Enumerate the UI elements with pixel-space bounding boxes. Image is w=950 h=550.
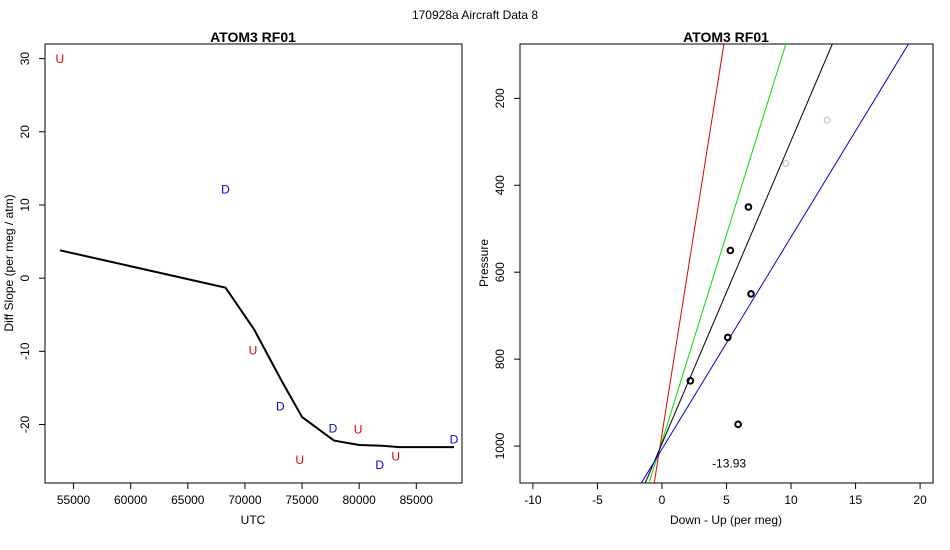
data-point: [747, 290, 755, 298]
y-tick-label: -10: [18, 342, 32, 360]
up-marker: U: [56, 52, 65, 66]
data-point: [744, 203, 753, 211]
y-tick-label: 400: [493, 175, 507, 195]
down-marker: D: [450, 433, 459, 447]
down-marker: D: [329, 422, 338, 436]
x-tick-label: 65000: [171, 493, 205, 507]
data-point: [734, 420, 742, 429]
fit-line: [640, 44, 909, 483]
diff-slope-line: [59, 249, 454, 449]
down-marker: D: [221, 182, 230, 196]
y-tick-label: 20: [18, 125, 32, 139]
fit-value-label: -13.93: [712, 456, 746, 470]
fit-line: [648, 44, 787, 483]
up-marker: U: [354, 422, 363, 436]
left-y-axis-label: Diff Slope (per meg / atm): [2, 194, 16, 331]
x-tick-label: 75000: [285, 493, 319, 507]
data-point: [726, 246, 735, 255]
right-y-axis-label: Pressure: [477, 239, 491, 287]
x-tick-label: 85000: [400, 493, 434, 507]
up-marker: U: [295, 453, 304, 467]
right-plot-area: [640, 44, 909, 483]
x-tick-label: 15: [849, 493, 863, 507]
left-chart-title: ATOM3 RF01: [210, 29, 296, 45]
y-tick-label: 1000: [493, 432, 507, 459]
y-tick-label: -20: [18, 415, 32, 433]
right-chart-title: ATOM3 RF01: [683, 29, 769, 45]
y-tick-label: 30: [18, 52, 32, 66]
right-y-axis: 200 400 600 800 1000: [493, 88, 520, 459]
down-marker: D: [375, 458, 384, 472]
up-marker: U: [249, 343, 258, 357]
x-tick-label: 55000: [57, 493, 91, 507]
data-point: [723, 333, 732, 342]
left-x-axis-label: UTC: [241, 513, 266, 527]
data-point: [823, 116, 831, 124]
down-marker: D: [276, 400, 285, 414]
up-marker: U: [391, 449, 400, 463]
right-annotation-layer: -13.93: [712, 456, 746, 470]
x-tick-label: 20: [913, 493, 927, 507]
y-tick-label: 800: [493, 349, 507, 369]
x-tick-label: 10: [784, 493, 798, 507]
x-tick-label: 80000: [342, 493, 376, 507]
right-x-axis-label: Down - Up (per meg): [670, 513, 782, 527]
figure-title: 170928a Aircraft Data 8: [412, 8, 538, 22]
x-tick-label: 5: [723, 493, 730, 507]
data-point: [782, 160, 790, 168]
x-tick-label: -5: [592, 493, 603, 507]
left-x-axis: 55000 60000 65000 70000 75000 80000 85000: [57, 483, 433, 507]
data-point: [686, 377, 695, 385]
left-y-axis: 30 20 10 0 -10 -20: [18, 52, 45, 433]
x-tick-label: 0: [659, 493, 666, 507]
right-plot-frame: [519, 43, 934, 484]
y-tick-label: 0: [18, 274, 32, 281]
y-tick-label: 600: [493, 262, 507, 282]
x-tick-label: 60000: [114, 493, 148, 507]
left-plot-frame: [44, 43, 463, 484]
fit-line: [653, 44, 725, 483]
y-tick-label: 10: [18, 198, 32, 212]
right-chart: ATOM3 RF01 -10 -5 0 5 10 15 20 200 400 600 800 100…: [477, 29, 934, 527]
y-tick-label: 200: [493, 88, 507, 108]
right-x-axis: -10 -5 0 5 10 15 20: [524, 483, 927, 507]
x-tick-label: 70000: [228, 493, 262, 507]
fit-line: [644, 44, 833, 483]
left-chart: ATOM3 RF01 55000 60000 65000 70000 75000 8000…: [2, 29, 463, 527]
x-tick-label: -10: [524, 493, 542, 507]
